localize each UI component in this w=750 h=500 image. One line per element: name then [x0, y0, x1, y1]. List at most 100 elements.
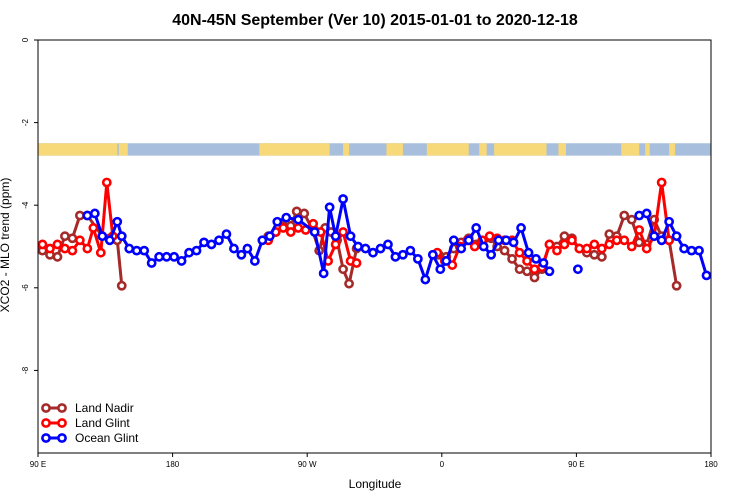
y-tick-label: -6 [21, 284, 30, 292]
x-tick-label: 0 [440, 460, 445, 469]
land-glint-point [581, 243, 592, 254]
land-nadir-point [52, 251, 63, 262]
land-glint-point [544, 239, 555, 250]
ocean-glint-point [572, 264, 583, 275]
y-axis-label: XCO2 - MLO trend (ppm) [0, 178, 12, 313]
ocean-glint-point [146, 258, 157, 268]
ocean-glint-point [318, 268, 329, 279]
land-band [669, 143, 676, 156]
ocean-glint-point [131, 245, 142, 256]
series-land-glint [37, 177, 675, 275]
land-glint-point [45, 243, 55, 254]
ocean-glint-point [154, 251, 165, 262]
legend-marker-ocean-glint [41, 433, 51, 443]
ocean-glint-point [353, 241, 363, 252]
ocean-glint-point [368, 247, 378, 258]
ocean-glint-point [671, 231, 682, 242]
ocean-glint-point [501, 235, 512, 246]
x-tick-label: 90 W [298, 460, 317, 469]
land-nadir-point [522, 266, 532, 277]
ocean-glint-point [478, 241, 489, 252]
land-glint-point [626, 241, 637, 252]
ocean-glint-point [264, 231, 275, 242]
land-ocean-strip [38, 143, 711, 156]
series-layer [37, 177, 712, 291]
y-tick-label: 0 [21, 37, 30, 42]
legend-marker-land-nadir [57, 403, 67, 413]
land-band [121, 143, 128, 156]
land-glint-point [330, 239, 341, 250]
ocean-glint-point [664, 216, 675, 227]
land-glint-point [278, 223, 289, 233]
land-nadir-point [529, 272, 540, 283]
ocean-glint-point [184, 247, 194, 258]
land-glint-point [52, 239, 63, 250]
legend-label-ocean-glint: Ocean Glint [75, 431, 139, 445]
land-band [494, 143, 547, 156]
y-tick-label: -2 [21, 118, 30, 126]
land-glint-point [67, 245, 78, 256]
legend-marker-land-glint [57, 418, 67, 428]
ocean-glint-point [206, 239, 217, 250]
land-glint-point [634, 225, 645, 235]
ocean-glint-point [420, 274, 431, 285]
land-glint-point [60, 243, 70, 254]
land-glint-point [484, 231, 495, 242]
ocean-glint-point [486, 249, 497, 260]
land-glint-point [351, 258, 362, 268]
land-glint-point [619, 235, 630, 246]
ocean-glint-point [191, 245, 202, 256]
land-band [259, 143, 330, 156]
ocean-band [38, 143, 711, 156]
land-nadir-point [116, 280, 127, 291]
ocean-glint-point [441, 256, 452, 266]
ocean-glint-point [463, 235, 474, 246]
ocean-glint-point [116, 231, 127, 242]
ocean-glint-point [345, 231, 356, 242]
ocean-glint-point [694, 245, 704, 256]
land-glint-point [74, 235, 85, 246]
ocean-glint-point [169, 251, 179, 262]
land-glint-point [574, 243, 585, 254]
land-glint-point [641, 243, 652, 254]
plot-area [37, 39, 712, 454]
ocean-glint-point [139, 245, 150, 256]
legend-marker-land-glint [41, 418, 51, 428]
y-tick-label: -4 [21, 201, 30, 209]
ocean-glint-point [214, 235, 224, 246]
legend-marker-ocean-glint [57, 433, 67, 443]
ocean-glint-point [523, 247, 534, 258]
land-glint-point [611, 235, 622, 246]
land-glint-point [469, 241, 480, 252]
land-nadir-point [299, 208, 310, 219]
land-nadir-point [507, 253, 517, 264]
ocean-glint-point [398, 249, 408, 260]
ocean-glint-point [104, 235, 115, 246]
land-nadir-point [604, 229, 615, 240]
land-nadir-point [589, 249, 600, 260]
ocean-glint-point [330, 231, 341, 242]
ocean-glint-point [338, 194, 348, 204]
land-band [621, 143, 640, 156]
land-glint-point [95, 247, 106, 258]
ocean-glint-point [281, 212, 292, 223]
x-tick-label: 180 [704, 460, 718, 469]
ocean-glint-point [97, 231, 108, 242]
ocean-glint-point [679, 243, 689, 254]
land-nadir-point [514, 264, 525, 275]
legend-label-land-nadir: Land Nadir [75, 401, 134, 415]
ocean-glint-point [242, 243, 253, 254]
plot-frame [37, 39, 712, 454]
ocean-glint-point [176, 256, 187, 266]
x-tick-label: 180 [166, 460, 180, 469]
ocean-glint-point [531, 253, 541, 264]
x-axis-label: Longitude [349, 477, 402, 491]
ocean-glint-point [701, 270, 712, 281]
legend-label-land-glint: Land Glint [75, 416, 130, 430]
land-glint-point [552, 245, 562, 256]
land-band [343, 143, 350, 156]
land-glint-point [559, 239, 570, 250]
land-band [426, 143, 469, 156]
land-glint-point [338, 227, 348, 237]
